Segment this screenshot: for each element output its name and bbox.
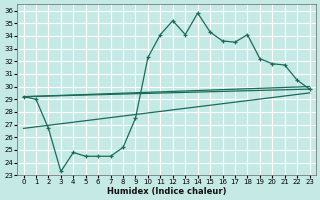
X-axis label: Humidex (Indice chaleur): Humidex (Indice chaleur)	[107, 187, 226, 196]
